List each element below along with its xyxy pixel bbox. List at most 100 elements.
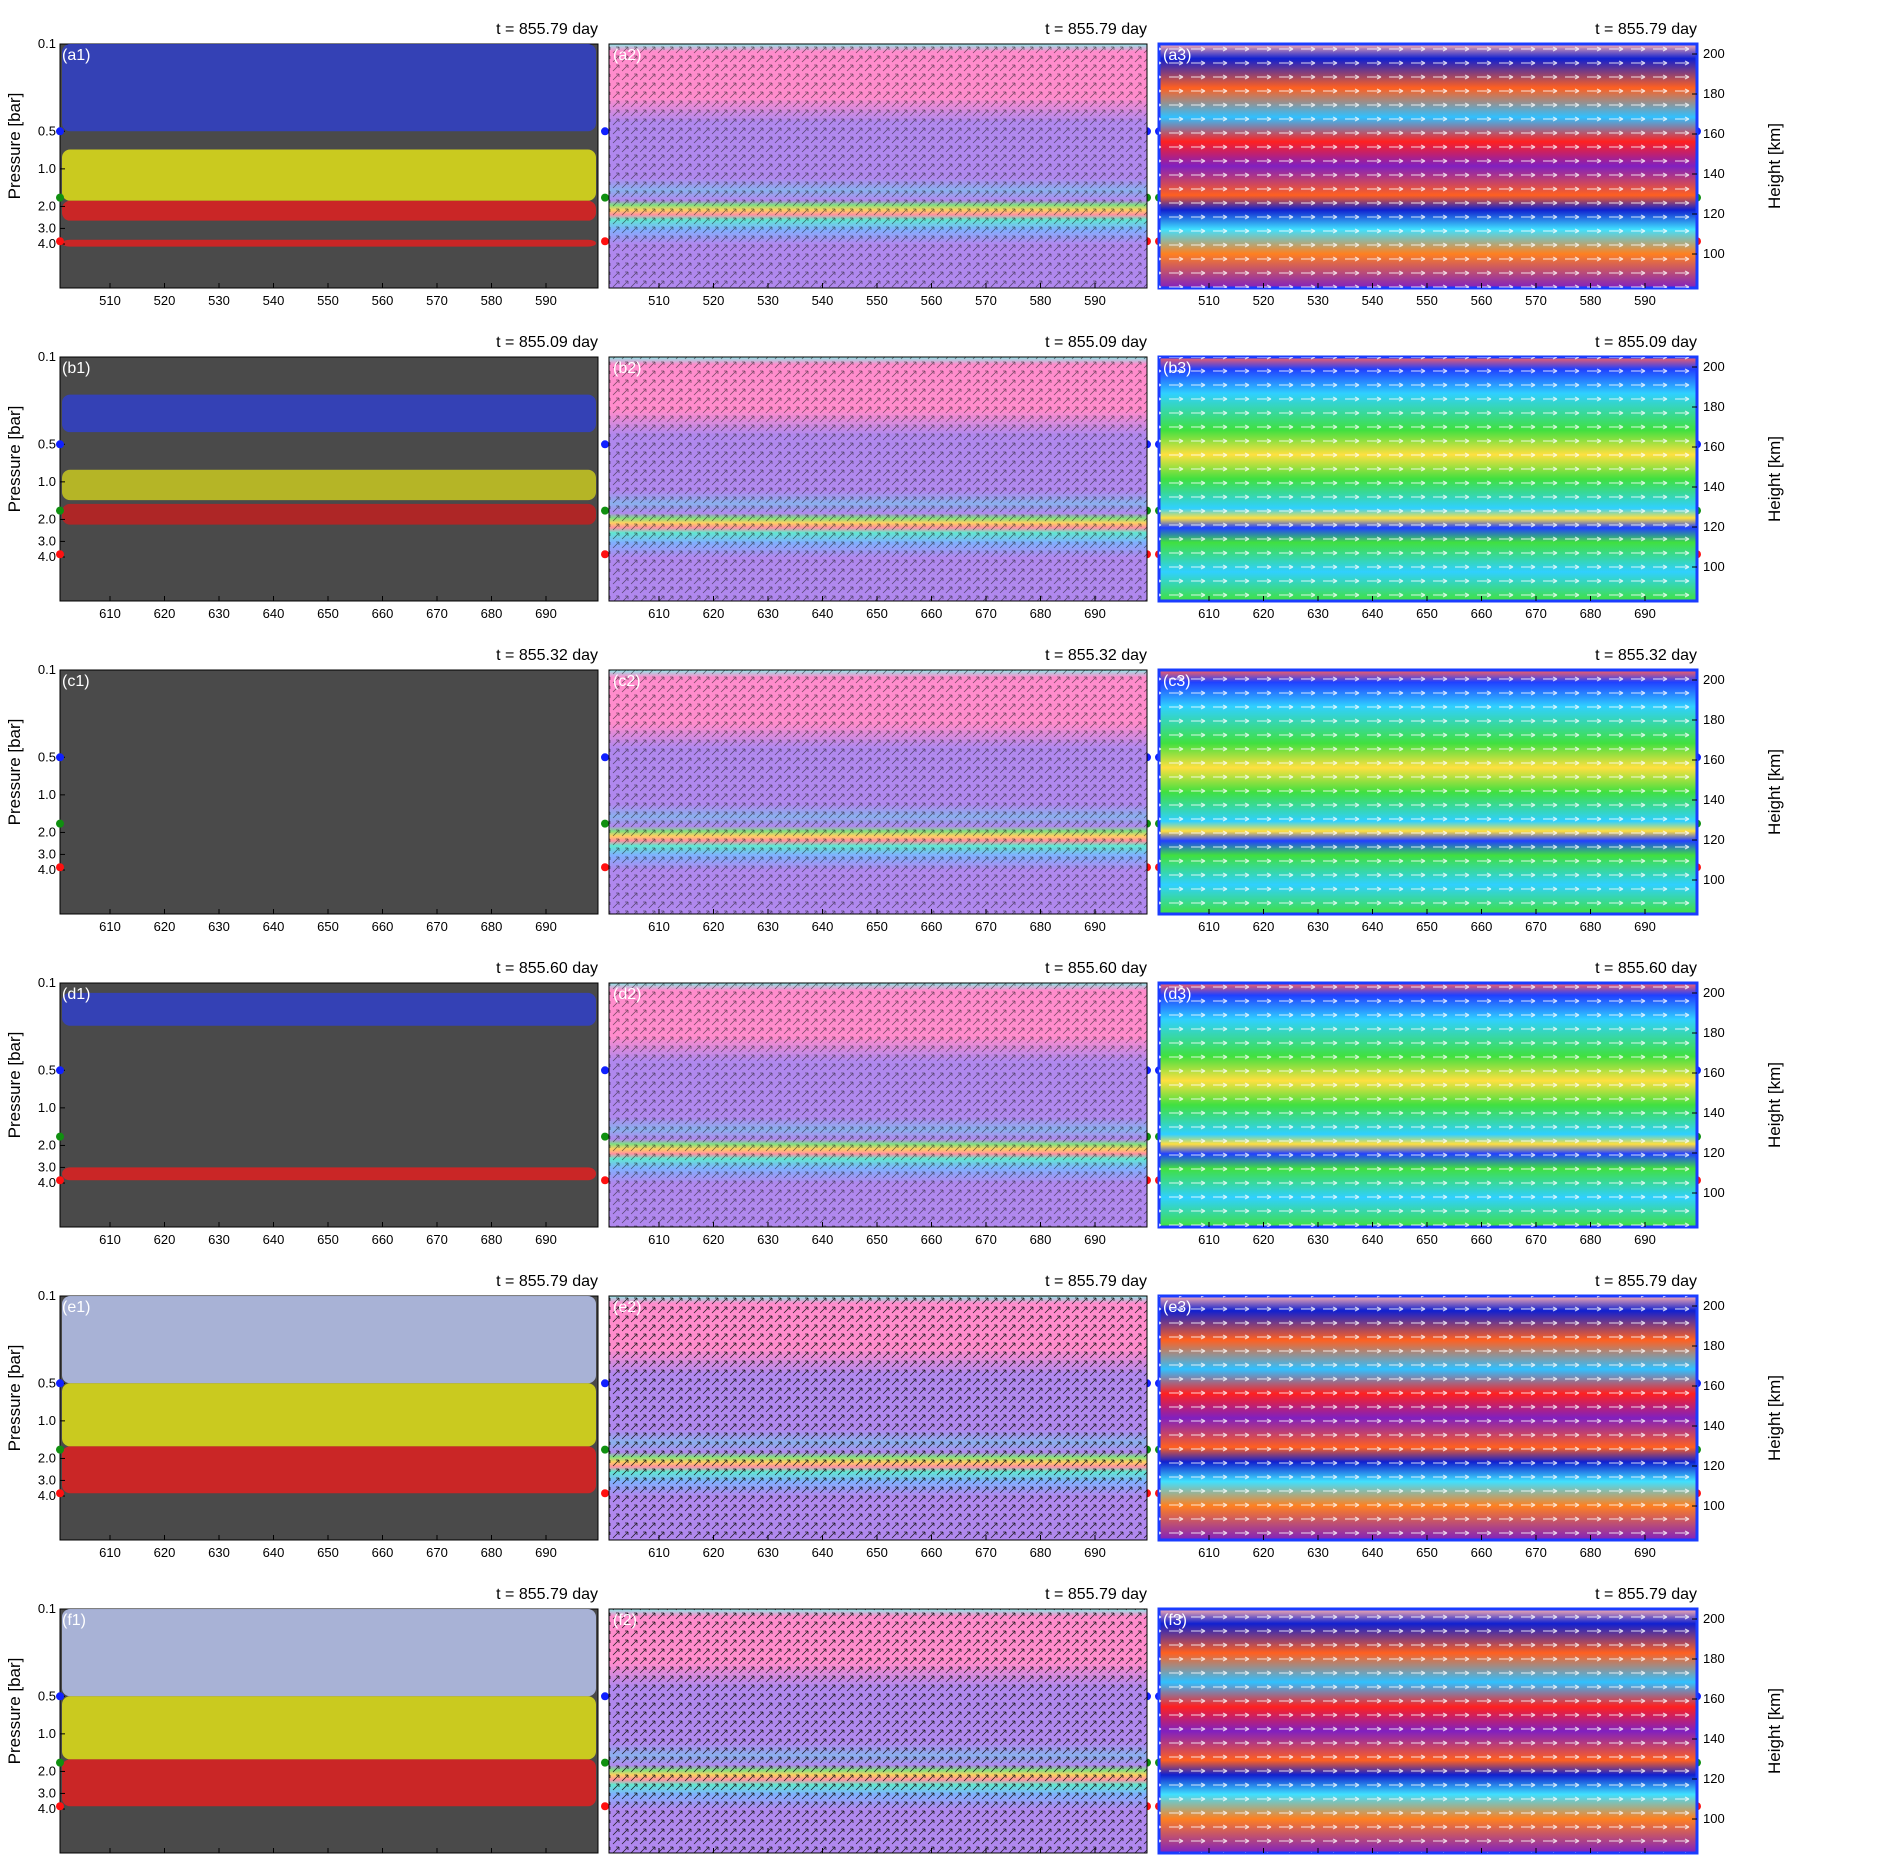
pressure-axis-title: Pressure [bar]: [5, 406, 24, 513]
panel-label: (b2): [613, 360, 641, 377]
level-marker: [601, 1132, 609, 1141]
x-tick-label: 690: [535, 606, 557, 621]
height-tick-label: 160: [1703, 126, 1725, 141]
x-tick-label: 640: [812, 1232, 834, 1247]
x-tick-label: 530: [208, 293, 230, 308]
pressure-tick-label: 1.0: [38, 474, 56, 489]
x-tick-label: 650: [866, 1232, 888, 1247]
x-tick-label: 630: [208, 1232, 230, 1247]
pressure-tick-label: 1.0: [38, 1726, 56, 1741]
height-tick-label: 160: [1703, 1065, 1725, 1080]
height-tick-label: 120: [1703, 1771, 1725, 1786]
time-label: t = 855.79 day: [496, 21, 598, 38]
pressure-tick-label: 0.1: [38, 36, 56, 51]
cloud-panel: (e1) 0.1 0.5 1.0 2.0 3.04.0: [38, 1288, 599, 1541]
level-marker: [601, 1066, 609, 1075]
x-tick-label: 650: [866, 1858, 888, 1860]
x-tick-label: 660: [372, 1545, 394, 1560]
x-tick-label: 610: [648, 1545, 670, 1560]
height-tick-label: 120: [1703, 832, 1725, 847]
x-tick-label: 670: [975, 1545, 997, 1560]
height-tick-label: 160: [1703, 1378, 1725, 1393]
x-tick-label: 560: [921, 293, 943, 308]
pressure-tick-label: 4.0: [38, 1488, 56, 1503]
x-tick-label: 620: [154, 1232, 176, 1247]
humidity-panel: (e2): [608, 1295, 1148, 1541]
cloud-layer: [62, 149, 596, 201]
x-tick-label: 660: [1471, 1545, 1493, 1560]
x-tick-label: 680: [1580, 606, 1602, 621]
panel-label: (d1): [62, 986, 90, 1003]
x-tick-label: 630: [1307, 919, 1329, 934]
cloud-layer: [62, 1383, 596, 1447]
x-tick-label: 640: [263, 919, 285, 934]
x-tick-label: 540: [263, 293, 285, 308]
x-tick-label: 660: [372, 1858, 394, 1860]
cloud-panel: (c1) 0.1 0.5 1.0 2.0 3.04.0: [38, 662, 599, 915]
x-tick-label: 570: [1525, 293, 1547, 308]
level-marker: [56, 1758, 64, 1767]
x-tick-label: 690: [1084, 1232, 1106, 1247]
height-tick-label: 100: [1703, 872, 1725, 887]
cloud-layer: [62, 44, 596, 132]
cloud-layer: [62, 239, 596, 247]
level-marker: [56, 1132, 64, 1141]
wind-vectors: [1159, 1609, 1697, 1853]
height-tick-label: 180: [1703, 399, 1725, 414]
x-tick-label: 680: [1580, 1858, 1602, 1860]
x-tick-label: 620: [1253, 1545, 1275, 1560]
pressure-tick-label: 2.0: [38, 198, 56, 213]
level-marker: [56, 440, 64, 449]
time-label: t = 855.32 day: [1045, 647, 1147, 664]
x-tick-label: 620: [703, 606, 725, 621]
x-tick-label: 640: [812, 1858, 834, 1860]
height-tick-label: 180: [1703, 86, 1725, 101]
level-marker: [56, 193, 64, 202]
cloud-panel: (d1) 0.1 0.5 1.0 2.0 3.04.0: [38, 975, 599, 1228]
pressure-tick-label: 2.0: [38, 824, 56, 839]
level-marker: [601, 1489, 609, 1498]
wind-panel: (a3) 200 180 160 140 120 100: [1157, 42, 1725, 290]
height-axis-title: Height [km]: [1765, 436, 1784, 522]
height-tick-label: 100: [1703, 246, 1725, 261]
pressure-tick-label: 0.5: [38, 123, 56, 138]
time-label: t = 855.60 day: [496, 960, 598, 977]
x-tick-label: 630: [208, 919, 230, 934]
x-tick-label: 660: [921, 606, 943, 621]
level-marker: [601, 1692, 609, 1701]
cloud-panel: (b1) 0.1 0.5 1.0 2.0 3.04.0: [38, 349, 599, 602]
x-tick-label: 650: [1416, 1858, 1438, 1860]
x-tick-label: 650: [866, 919, 888, 934]
panel-label: (b3): [1163, 360, 1191, 377]
x-tick-label: 660: [372, 919, 394, 934]
x-tick-label: 590: [535, 293, 557, 308]
level-marker: [56, 753, 64, 762]
pressure-axis-title: Pressure [bar]: [5, 93, 24, 200]
x-tick-label: 630: [208, 1545, 230, 1560]
level-marker: [56, 550, 64, 559]
cloud-layer: [62, 394, 596, 433]
humidity-panel: (a2): [608, 43, 1148, 289]
x-tick-label: 610: [648, 1858, 670, 1860]
pressure-axis-title: Pressure [bar]: [5, 1345, 24, 1452]
x-tick-label: 670: [426, 919, 448, 934]
height-tick-label: 200: [1703, 672, 1725, 687]
x-tick-label: 660: [1471, 1858, 1493, 1860]
x-tick-label: 610: [99, 1858, 121, 1860]
x-tick-label: 670: [975, 606, 997, 621]
level-marker: [601, 1176, 609, 1185]
x-tick-label: 620: [703, 1545, 725, 1560]
time-label: t = 855.79 day: [1045, 1586, 1147, 1603]
cloud-layer: [62, 503, 596, 525]
x-tick-label: 570: [426, 293, 448, 308]
x-tick-label: 540: [1362, 293, 1384, 308]
height-tick-label: 200: [1703, 359, 1725, 374]
wind-vectors: [609, 357, 1147, 601]
height-tick-label: 180: [1703, 712, 1725, 727]
height-tick-label: 180: [1703, 1338, 1725, 1353]
x-tick-label: 650: [1416, 606, 1438, 621]
x-tick-label: 690: [1084, 1545, 1106, 1560]
x-tick-label: 670: [426, 1232, 448, 1247]
panel-label: (d3): [1163, 986, 1191, 1003]
pressure-tick-label: 0.1: [38, 349, 56, 364]
